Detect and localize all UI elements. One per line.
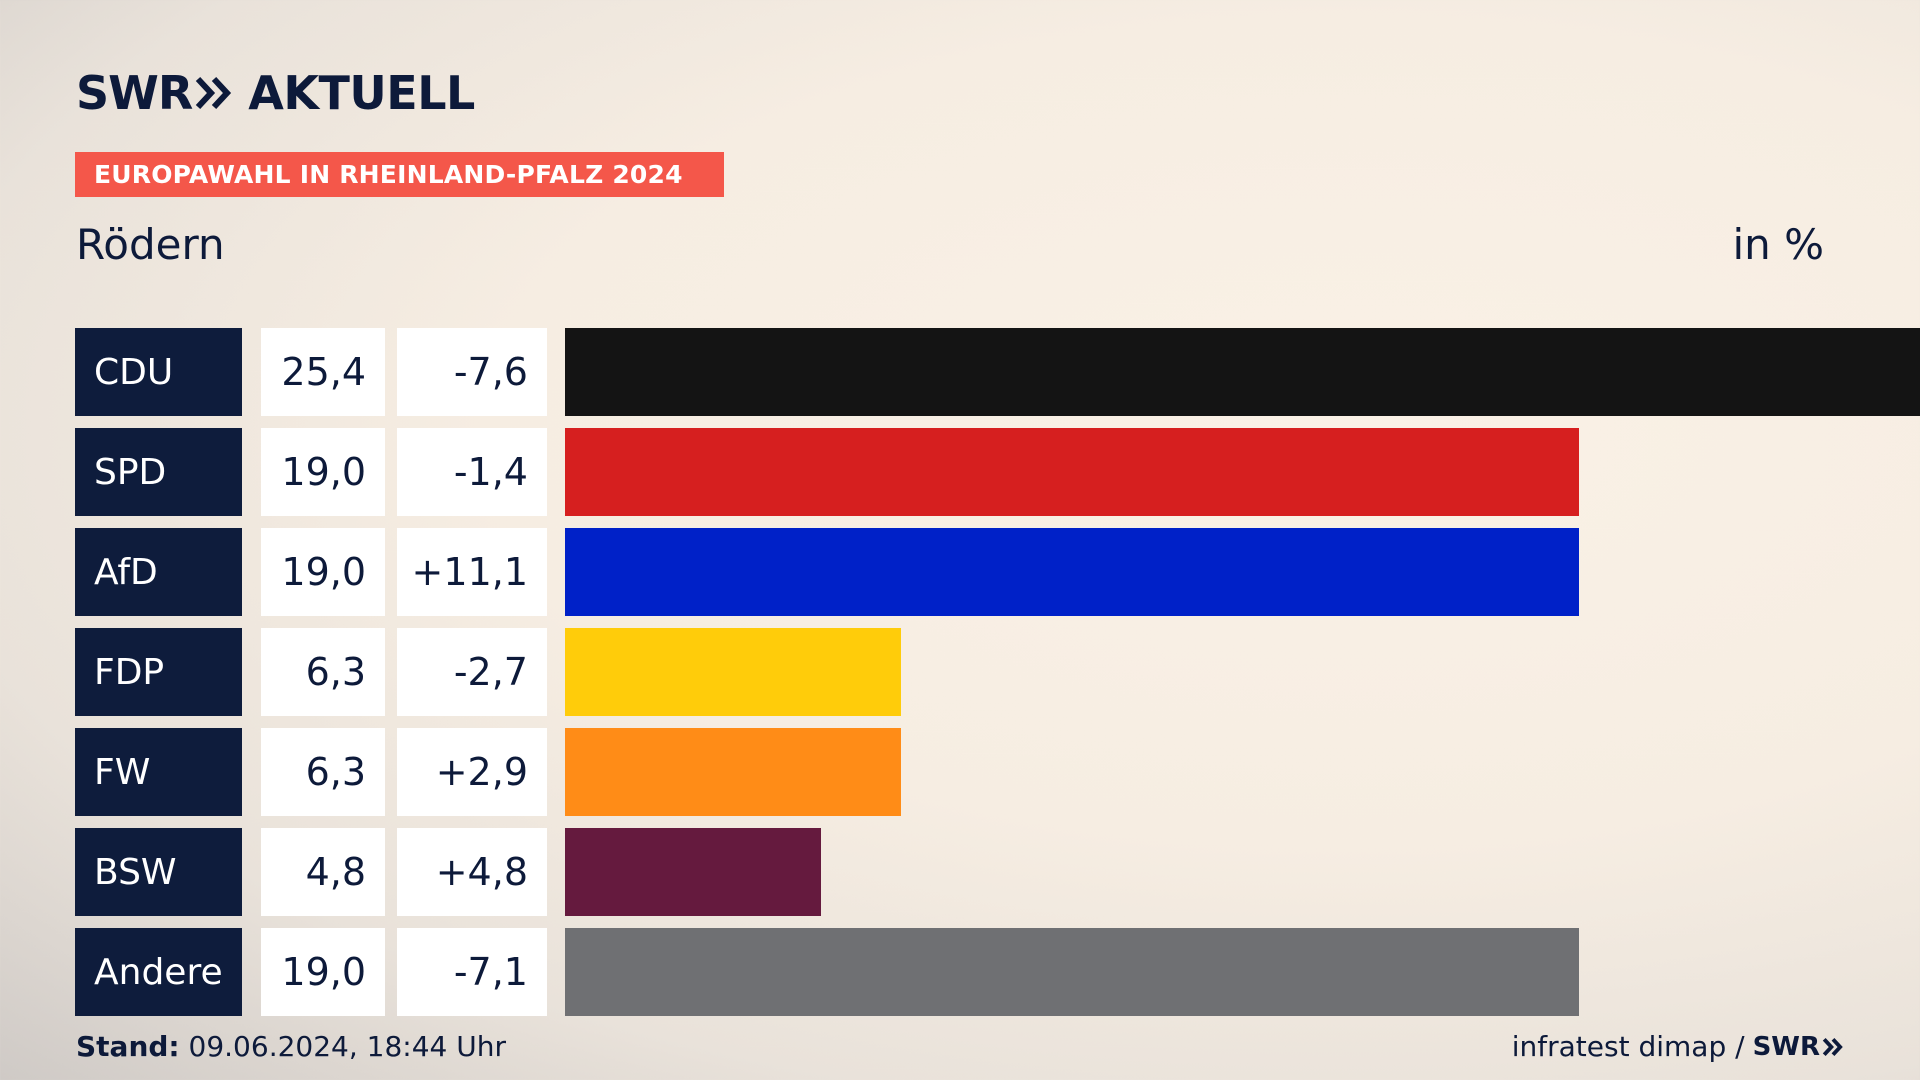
result-row: AfD 19,0 +11,1 [75, 528, 1920, 616]
vote-share-label: 25,4 [261, 328, 385, 416]
vote-share-label: 19,0 [261, 528, 385, 616]
result-bar [565, 728, 901, 816]
change-label: +11,1 [397, 528, 547, 616]
party-label: Andere [75, 928, 242, 1016]
change-label: -7,1 [397, 928, 547, 1016]
timestamp: Stand: 09.06.2024, 18:44 Uhr [76, 1030, 506, 1063]
result-bar [565, 828, 821, 916]
change-label: -2,7 [397, 628, 547, 716]
vote-share-label: 4,8 [261, 828, 385, 916]
source-logo-text: SWR [1752, 1031, 1820, 1062]
result-bar [565, 428, 1579, 516]
vote-share-label: 6,3 [261, 728, 385, 816]
change-label: +4,8 [397, 828, 547, 916]
party-label: CDU [75, 328, 242, 416]
change-label: -7,6 [397, 328, 547, 416]
place-title: Rödern [76, 220, 225, 269]
unit-label: in % [1732, 220, 1824, 269]
brand-suffix: AKTUELL [248, 66, 475, 120]
stand-value: 09.06.2024, 18:44 Uhr [188, 1030, 506, 1063]
source: infratest dimap / SWR [1512, 1030, 1844, 1063]
stand-label: Stand: [76, 1030, 180, 1063]
swr-aktuell-logo: SWR AKTUELL [76, 66, 475, 120]
change-label: -1,4 [397, 428, 547, 516]
vote-share-label: 19,0 [261, 928, 385, 1016]
party-label: SPD [75, 428, 242, 516]
party-label: AfD [75, 528, 242, 616]
double-chevron-icon-small [1822, 1037, 1843, 1056]
result-row: SPD 19,0 -1,4 [75, 428, 1920, 516]
change-label: +2,9 [397, 728, 547, 816]
result-row: CDU 25,4 -7,6 [75, 328, 1920, 416]
party-label: BSW [75, 828, 242, 916]
result-row: FDP 6,3 -2,7 [75, 628, 1920, 716]
double-chevron-icon [196, 76, 232, 110]
vote-share-label: 6,3 [261, 628, 385, 716]
source-label: infratest dimap / [1511, 1030, 1745, 1063]
swr-logo-text: SWR [76, 66, 193, 120]
result-row: FW 6,3 +2,9 [75, 728, 1920, 816]
party-label: FW [75, 728, 242, 816]
result-bar [565, 328, 1920, 416]
result-bar [565, 628, 901, 716]
party-label: FDP [75, 628, 242, 716]
result-row: BSW 4,8 +4,8 [75, 828, 1920, 916]
vote-share-label: 19,0 [261, 428, 385, 516]
result-bar [565, 928, 1579, 1016]
election-banner: EUROPAWAHL IN RHEINLAND-PFALZ 2024 [75, 152, 724, 197]
result-row: Andere 19,0 -7,1 [75, 928, 1920, 1016]
result-bar [565, 528, 1579, 616]
